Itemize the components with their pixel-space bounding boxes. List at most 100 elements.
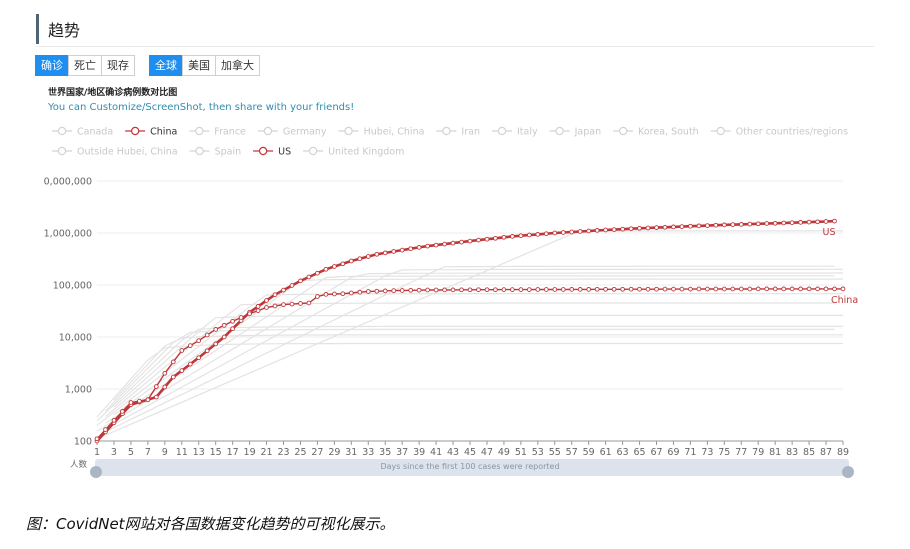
data-point[interactable]	[450, 287, 456, 293]
data-point[interactable]	[586, 228, 592, 234]
data-point[interactable]	[738, 286, 744, 292]
data-point[interactable]	[510, 234, 515, 239]
data-point[interactable]	[798, 220, 803, 225]
data-point[interactable]	[721, 286, 727, 292]
data-point[interactable]	[281, 287, 286, 293]
data-point[interactable]	[94, 436, 100, 442]
data-point[interactable]	[662, 286, 668, 292]
tab-canada[interactable]: 加拿大	[215, 55, 260, 76]
data-point[interactable]	[382, 288, 388, 294]
data-point[interactable]	[730, 286, 736, 292]
data-point[interactable]	[789, 286, 795, 292]
data-point[interactable]	[628, 286, 634, 292]
legend-item-other-countries-regions[interactable]: Other countries/regions	[710, 127, 848, 138]
data-point[interactable]	[391, 249, 397, 254]
legend-item-france[interactable]: France	[189, 127, 246, 138]
data-point[interactable]	[298, 278, 303, 284]
data-point[interactable]	[374, 288, 380, 294]
data-point[interactable]	[823, 219, 829, 224]
data-point[interactable]	[264, 305, 269, 310]
data-point[interactable]	[213, 341, 219, 347]
legend-item-italy[interactable]: Italy	[491, 127, 538, 138]
data-point[interactable]	[365, 254, 371, 259]
data-point[interactable]	[535, 232, 541, 237]
data-point[interactable]	[823, 286, 829, 292]
data-point[interactable]	[221, 323, 227, 328]
data-point[interactable]	[484, 287, 490, 293]
legend-item-spain[interactable]: Spain	[189, 147, 242, 158]
data-point[interactable]	[111, 417, 117, 423]
data-point[interactable]	[747, 221, 753, 227]
data-point[interactable]	[781, 286, 787, 292]
data-point[interactable]	[298, 301, 303, 306]
data-point[interactable]	[789, 220, 795, 226]
data-point[interactable]	[323, 266, 329, 272]
data-point[interactable]	[255, 308, 261, 313]
data-point[interactable]	[493, 287, 498, 293]
data-point[interactable]	[679, 286, 685, 292]
data-point[interactable]	[425, 243, 430, 249]
data-point[interactable]	[204, 332, 210, 338]
data-point[interactable]	[196, 355, 202, 361]
data-point[interactable]	[688, 223, 693, 229]
data-point[interactable]	[340, 291, 346, 297]
data-point[interactable]	[594, 228, 600, 233]
data-point[interactable]	[654, 225, 659, 230]
tab-deaths[interactable]: 死亡	[68, 55, 102, 76]
data-point[interactable]	[628, 226, 634, 232]
data-point[interactable]	[713, 222, 719, 228]
data-point[interactable]	[408, 287, 414, 293]
data-point[interactable]	[815, 286, 820, 292]
data-point[interactable]	[840, 286, 846, 292]
data-point[interactable]	[416, 287, 422, 293]
data-point[interactable]	[594, 286, 600, 292]
data-point[interactable]	[484, 236, 490, 242]
data-point[interactable]	[179, 368, 185, 373]
data-point[interactable]	[247, 311, 252, 317]
data-point[interactable]	[153, 384, 159, 389]
data-point[interactable]	[399, 247, 405, 253]
data-point[interactable]	[238, 315, 244, 320]
data-point[interactable]	[832, 218, 837, 224]
tab-active[interactable]: 现存	[101, 55, 135, 76]
data-point[interactable]	[569, 229, 575, 235]
data-point[interactable]	[459, 239, 464, 245]
data-point[interactable]	[332, 264, 337, 269]
data-point[interactable]	[611, 286, 617, 292]
data-point[interactable]	[747, 286, 753, 292]
data-point[interactable]	[137, 398, 142, 404]
data-point[interactable]	[442, 287, 447, 293]
data-point[interactable]	[281, 302, 286, 307]
data-point[interactable]	[264, 298, 269, 303]
data-point[interactable]	[755, 286, 761, 292]
data-point[interactable]	[433, 287, 439, 293]
data-point[interactable]	[315, 270, 320, 276]
data-point[interactable]	[781, 220, 787, 226]
data-point[interactable]	[501, 287, 507, 292]
data-point[interactable]	[645, 286, 651, 292]
legend-item-united-kingdom[interactable]: United Kingdom	[303, 147, 404, 158]
data-point[interactable]	[671, 286, 676, 292]
data-point[interactable]	[230, 318, 235, 324]
data-point[interactable]	[221, 334, 227, 340]
data-point[interactable]	[459, 287, 464, 293]
data-point[interactable]	[721, 222, 727, 228]
data-point[interactable]	[815, 219, 820, 225]
data-point[interactable]	[323, 292, 329, 297]
data-point[interactable]	[705, 286, 710, 292]
data-point[interactable]	[560, 287, 566, 292]
data-point[interactable]	[187, 343, 193, 348]
data-point[interactable]	[162, 370, 168, 376]
data-point[interactable]	[425, 287, 430, 293]
data-point[interactable]	[611, 227, 617, 232]
data-point[interactable]	[688, 286, 693, 292]
data-point[interactable]	[204, 348, 210, 354]
data-point[interactable]	[196, 338, 202, 344]
data-point[interactable]	[586, 287, 592, 292]
legend-item-japan[interactable]: Japan	[549, 127, 602, 138]
data-point[interactable]	[315, 294, 320, 299]
data-point[interactable]	[365, 289, 371, 294]
data-point[interactable]	[518, 233, 524, 239]
data-point[interactable]	[306, 274, 312, 280]
data-point[interactable]	[348, 290, 354, 296]
